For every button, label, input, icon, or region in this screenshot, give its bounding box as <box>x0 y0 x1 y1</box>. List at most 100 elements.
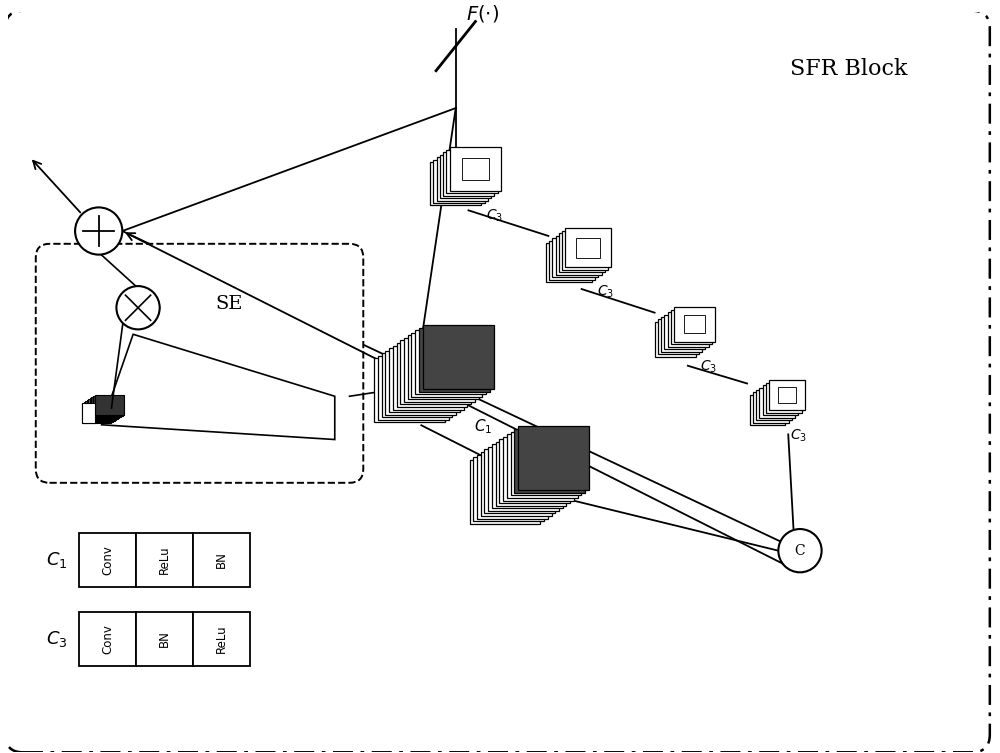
Bar <box>88 399 118 419</box>
Bar <box>473 457 544 521</box>
Bar <box>470 459 540 523</box>
Bar <box>393 346 464 410</box>
Bar <box>389 348 460 412</box>
Text: BN: BN <box>215 552 228 569</box>
Bar <box>459 160 485 183</box>
Circle shape <box>75 207 122 255</box>
Bar <box>674 307 715 342</box>
Bar <box>90 398 119 418</box>
Bar <box>378 356 449 419</box>
Bar <box>87 400 116 420</box>
Bar <box>84 402 113 422</box>
Bar <box>565 228 611 267</box>
Bar <box>423 325 494 389</box>
Bar <box>415 331 486 394</box>
Bar <box>93 396 123 416</box>
Bar <box>758 402 777 418</box>
Bar <box>492 444 563 508</box>
Bar <box>499 439 570 503</box>
Bar <box>761 400 780 416</box>
Bar <box>576 238 600 258</box>
Bar <box>79 533 136 587</box>
Bar <box>488 447 559 511</box>
Bar <box>668 312 709 346</box>
Text: ReLu: ReLu <box>158 546 171 575</box>
Bar <box>778 387 796 403</box>
Bar <box>560 250 584 270</box>
Bar <box>440 155 491 198</box>
Bar <box>766 383 802 413</box>
Text: ReLu: ReLu <box>215 624 228 653</box>
Bar <box>382 353 452 417</box>
Bar <box>664 315 705 349</box>
Bar <box>374 358 445 422</box>
Bar <box>193 611 250 666</box>
Bar <box>514 429 585 493</box>
Bar <box>573 240 597 261</box>
Bar <box>549 240 595 279</box>
Bar <box>658 319 699 354</box>
Bar <box>85 401 115 421</box>
Bar <box>443 152 494 196</box>
Bar <box>681 318 702 336</box>
Text: SFR Block: SFR Block <box>790 58 908 80</box>
Bar <box>430 162 481 206</box>
Bar <box>193 533 250 587</box>
Bar <box>671 325 692 343</box>
Bar <box>455 163 482 185</box>
Bar <box>668 328 689 346</box>
Bar <box>136 533 193 587</box>
Bar <box>674 323 695 341</box>
Bar <box>684 316 705 334</box>
Bar <box>507 434 578 498</box>
Bar <box>449 168 476 191</box>
Bar <box>82 403 111 423</box>
Bar <box>570 242 594 263</box>
Bar <box>481 452 552 516</box>
Bar <box>437 157 488 200</box>
Bar <box>136 611 193 666</box>
Bar <box>82 403 95 423</box>
Bar <box>411 333 482 397</box>
Text: $C_1$: $C_1$ <box>46 550 67 570</box>
Bar <box>477 455 548 519</box>
Circle shape <box>778 529 822 572</box>
Text: $C_1$: $C_1$ <box>474 417 493 436</box>
FancyBboxPatch shape <box>5 11 990 752</box>
Bar <box>559 233 605 272</box>
Bar <box>763 385 798 416</box>
Bar <box>556 236 602 275</box>
Bar <box>664 331 686 348</box>
Bar <box>95 395 124 415</box>
Bar <box>552 238 598 277</box>
Bar <box>671 309 712 344</box>
Text: $C_3$: $C_3$ <box>597 284 614 300</box>
Bar <box>563 248 587 268</box>
Bar <box>677 320 699 338</box>
Bar <box>462 158 489 180</box>
Bar <box>419 328 490 392</box>
Bar <box>518 426 589 490</box>
Bar <box>446 150 498 194</box>
Bar <box>756 390 792 420</box>
Bar <box>91 398 121 417</box>
Bar <box>397 343 467 407</box>
Bar <box>496 442 566 506</box>
Circle shape <box>116 286 160 329</box>
Bar <box>768 395 787 410</box>
Bar <box>408 335 479 399</box>
Text: $C_3$: $C_3$ <box>46 629 67 648</box>
Bar <box>750 395 785 425</box>
Bar <box>484 450 555 514</box>
Text: Conv: Conv <box>101 623 114 654</box>
Text: $C_3$: $C_3$ <box>790 427 807 444</box>
Bar <box>774 390 793 406</box>
Bar <box>400 340 471 404</box>
Polygon shape <box>102 334 335 440</box>
Bar <box>404 338 475 402</box>
Bar <box>450 148 501 191</box>
Text: $C_3$: $C_3$ <box>486 207 503 224</box>
Text: BN: BN <box>158 630 171 647</box>
Bar <box>562 230 608 270</box>
Bar <box>771 392 790 408</box>
